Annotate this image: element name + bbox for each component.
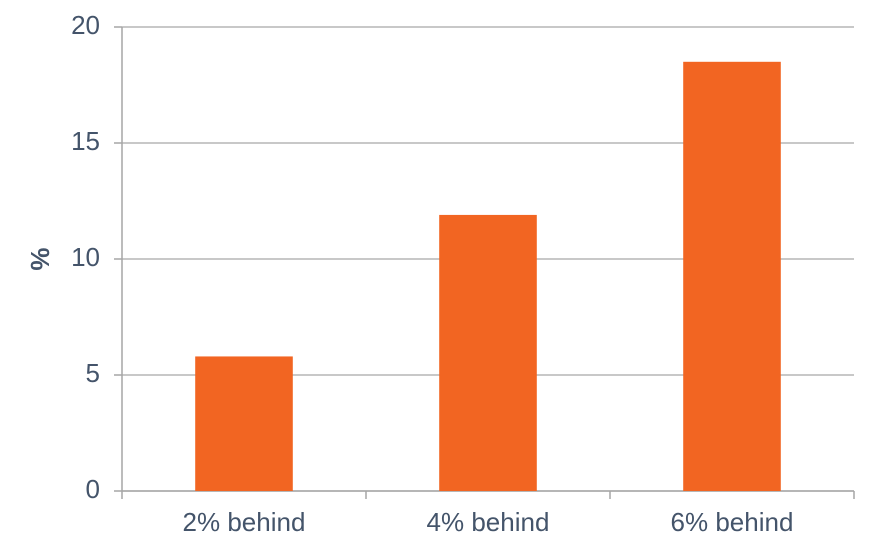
y-tick-label: 20 xyxy=(71,10,100,40)
x-tick-label: 4% behind xyxy=(427,507,550,537)
y-tick-label: 15 xyxy=(71,126,100,156)
bar xyxy=(195,356,293,491)
y-tick-label: 0 xyxy=(86,474,100,504)
x-tick-label: 6% behind xyxy=(671,507,794,537)
y-tick-label: 5 xyxy=(86,358,100,388)
bar xyxy=(683,61,781,492)
x-tick-label: 2% behind xyxy=(183,507,306,537)
bar xyxy=(439,214,537,492)
y-tick-label: 10 xyxy=(71,242,100,272)
y-axis-label: % xyxy=(25,247,55,270)
